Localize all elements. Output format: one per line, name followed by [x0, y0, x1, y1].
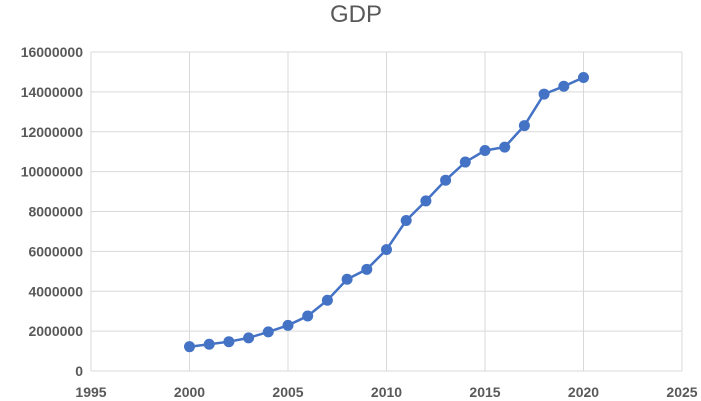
data-point [499, 141, 511, 153]
data-point [321, 294, 333, 306]
data-point [558, 80, 570, 92]
data-point [302, 310, 314, 322]
data-point [361, 263, 373, 275]
data-point [184, 341, 195, 353]
x-axis-tick-labels: 1995 2000 2005 2010 2015 2020 2025 [75, 384, 697, 400]
data-point [400, 214, 412, 226]
y-tick-label: 4000000 [28, 283, 83, 299]
chart-title: GDP [330, 1, 382, 28]
x-tick-label: 2005 [272, 384, 303, 400]
x-tick-label: 2020 [568, 384, 599, 400]
data-point [223, 336, 235, 348]
series-group [184, 72, 589, 353]
y-axis-tick-labels: 0 2000000 4000000 6000000 8000000 10000000 120… [21, 44, 84, 379]
data-point [420, 195, 432, 207]
gridlines [90, 51, 683, 372]
y-tick-label: 8000000 [28, 204, 83, 220]
data-point [479, 144, 491, 156]
x-tick-label: 2000 [174, 384, 205, 400]
x-tick-label: 1995 [75, 384, 106, 400]
data-point [459, 156, 471, 168]
data-point [518, 120, 530, 132]
data-point [538, 88, 550, 100]
y-tick-label: 16000000 [21, 44, 84, 60]
x-tick-label: 2010 [371, 384, 402, 400]
y-tick-label: 6000000 [28, 243, 83, 259]
x-tick-label: 2025 [666, 384, 697, 400]
y-tick-label: 0 [75, 363, 83, 379]
data-point [578, 72, 589, 84]
data-point [440, 174, 452, 186]
data-point [381, 244, 392, 256]
data-point [341, 273, 353, 285]
data-point [243, 332, 255, 344]
y-tick-label: 14000000 [21, 84, 84, 100]
data-point [203, 338, 215, 350]
data-point [262, 326, 274, 338]
y-tick-label: 2000000 [28, 323, 83, 339]
x-tick-label: 2015 [469, 384, 500, 400]
data-point [282, 319, 294, 331]
y-tick-label: 12000000 [21, 124, 84, 140]
y-tick-label: 10000000 [21, 164, 84, 180]
